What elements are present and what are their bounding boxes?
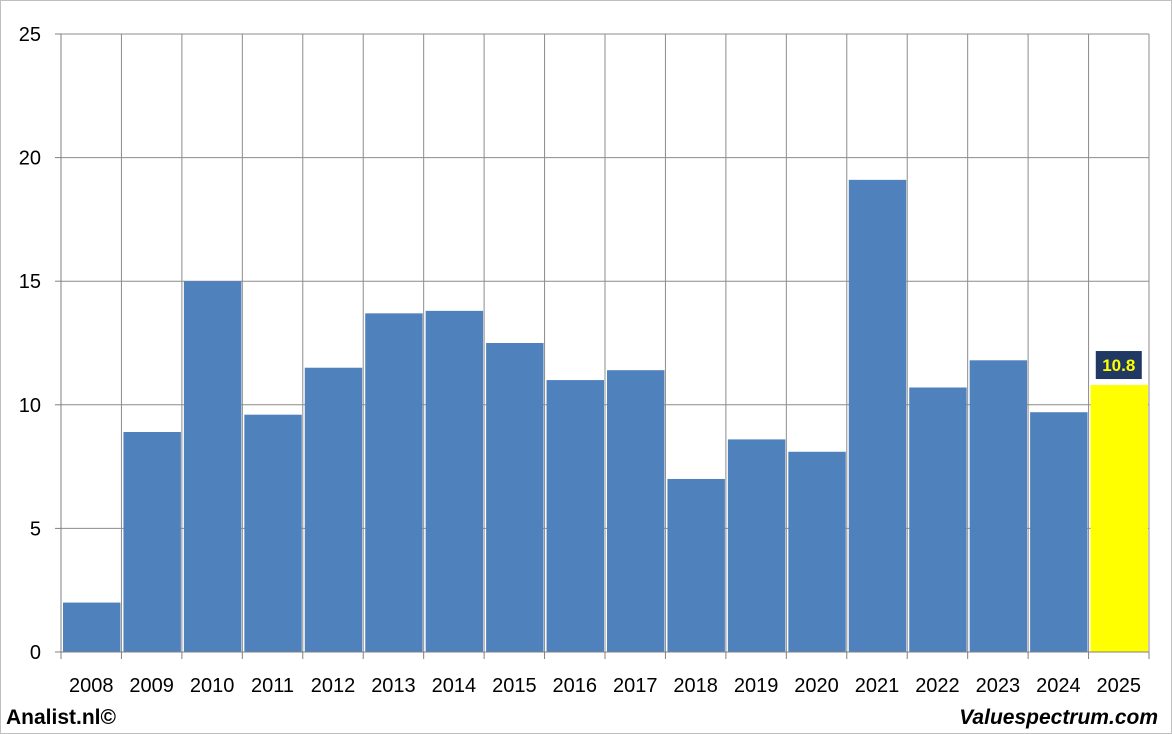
x-tick-label: 2025 (1097, 675, 1142, 697)
bar-2013 (365, 313, 423, 652)
x-tick-label: 2019 (734, 675, 779, 697)
bar-2022 (909, 387, 967, 652)
y-tick-label: 25 (19, 24, 41, 46)
x-tick-label: 2018 (673, 675, 718, 697)
x-tick-label: 2017 (613, 675, 658, 697)
x-tick-label: 2012 (311, 675, 356, 697)
bar-2009 (123, 431, 181, 652)
x-tick-label: 2016 (553, 675, 598, 697)
footer-left-credit: Analist.nl© (6, 706, 116, 729)
bar-2020 (788, 451, 846, 652)
x-tick-label: 2022 (915, 675, 960, 697)
x-tick-label: 2009 (129, 675, 174, 697)
y-tick-label: 20 (19, 148, 41, 170)
x-tick-label: 2020 (794, 675, 839, 697)
footer-right-credit: Valuespectrum.com (959, 706, 1158, 729)
x-tick-label: 2024 (1036, 675, 1081, 697)
bar-2018 (667, 478, 725, 652)
x-tick-label: 2008 (69, 675, 114, 697)
bar-2023 (969, 360, 1028, 652)
y-tick-label: 15 (19, 271, 41, 293)
bar-2014 (425, 310, 484, 652)
y-tick-label: 5 (30, 518, 41, 540)
bar-2015 (486, 343, 544, 652)
x-tick-label: 2010 (190, 675, 235, 697)
bar-2019 (727, 439, 786, 652)
bar-2025 (1090, 385, 1148, 652)
y-tick-label: 10 (19, 395, 41, 417)
bar-2017 (607, 370, 665, 652)
x-tick-label: 2023 (976, 675, 1021, 697)
bar-2016 (546, 380, 604, 652)
bar-2011 (244, 414, 302, 652)
data-label: 10.8 (1102, 356, 1135, 375)
x-tick-label: 2015 (492, 675, 537, 697)
y-tick-label: 0 (30, 642, 41, 664)
x-tick-label: 2014 (432, 675, 477, 697)
x-tick-label: 2011 (251, 675, 294, 697)
data-label-box (1095, 351, 1142, 380)
bar-2012 (304, 367, 363, 652)
bar-2024 (1030, 412, 1088, 652)
bar-2021 (848, 179, 907, 652)
bar-2010 (183, 281, 242, 652)
x-tick-label: 2021 (855, 675, 900, 697)
x-tick-label: 2013 (371, 675, 416, 697)
bar-2008 (63, 602, 121, 652)
